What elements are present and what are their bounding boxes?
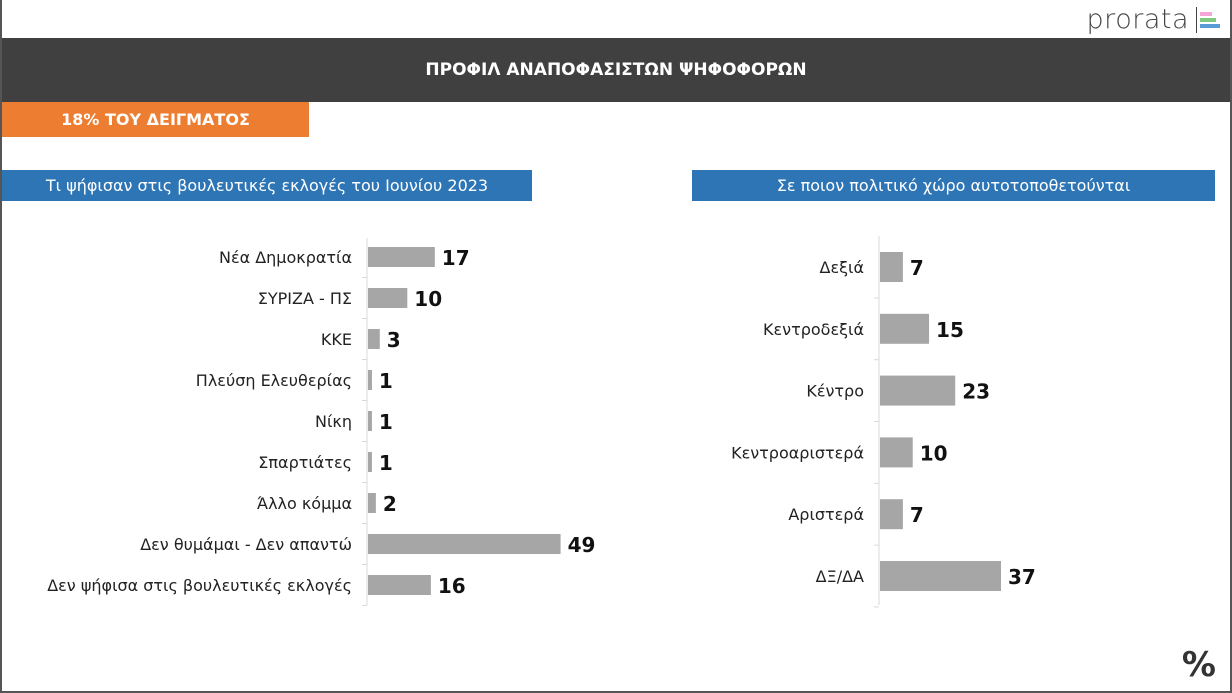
category-label: Νέα Δημοκρατία — [219, 248, 352, 267]
category-label: Δεν ψήφισα στις βουλευτικές εκλογές — [47, 576, 352, 595]
category-label: ΚΚΕ — [321, 330, 352, 349]
category-label: Κεντροδεξιά — [763, 320, 864, 339]
data-label: 3 — [387, 328, 401, 352]
category-label: ΣΥΡΙΖΑ - ΠΣ — [258, 289, 352, 308]
category-label: Πλεύση Ελευθερίας — [196, 371, 352, 390]
data-label: 10 — [414, 287, 442, 311]
data-label: 1 — [379, 451, 393, 475]
bar — [368, 534, 561, 554]
data-label: 23 — [962, 380, 990, 404]
bar — [368, 329, 380, 349]
category-label: Άλλο κόμμα — [257, 494, 352, 513]
category-label: Αριστερά — [788, 505, 864, 524]
bar — [880, 375, 956, 406]
bar — [368, 247, 435, 267]
data-label: 49 — [568, 533, 596, 557]
data-label: 7 — [910, 256, 924, 280]
bar — [880, 252, 903, 282]
category-label: ΔΞ/ΔΑ — [816, 567, 864, 586]
data-label: 17 — [442, 246, 470, 270]
bar — [880, 561, 1001, 591]
logo-bars-icon — [1196, 6, 1220, 33]
data-label: 1 — [379, 410, 393, 434]
page-title: ΠΡΟΦΙΛ ΑΝΑΠΟΦΑΣΙΣΤΩΝ ΨΗΦΟΦΟΡΩΝ — [2, 38, 1230, 102]
data-label: 16 — [438, 574, 466, 598]
data-label: 15 — [936, 318, 964, 342]
category-label: Δεξιά — [820, 258, 864, 277]
bar — [368, 575, 431, 595]
data-label: 37 — [1008, 565, 1036, 589]
bar — [368, 370, 372, 390]
bar — [368, 493, 376, 513]
bar — [368, 288, 408, 308]
bar — [880, 499, 903, 530]
category-label: Δεν θυμάμαι - Δεν απαντώ — [140, 535, 352, 554]
data-label: 10 — [920, 441, 948, 465]
category-label: Νίκη — [315, 412, 352, 431]
right-chart-title: Σε ποιον πολιτικό χώρο αυτοτοποθετούνται — [692, 170, 1215, 201]
logo-text: prorata — [1086, 4, 1189, 35]
bar — [880, 437, 913, 468]
category-label: Κέντρο — [806, 382, 864, 401]
sample-badge: 18% ΤΟΥ ΔΕΙΓΜΑΤΟΣ — [2, 102, 309, 137]
bar — [880, 313, 930, 344]
prorata-logo: prorata — [1087, 4, 1220, 35]
data-label: 1 — [379, 369, 393, 393]
bar — [368, 452, 372, 472]
category-label: Σπαρτιάτες — [258, 453, 352, 472]
data-label: 2 — [383, 492, 397, 516]
data-label: 7 — [910, 503, 924, 527]
percent-icon: % — [1181, 645, 1216, 685]
left-chart-title: Τι ψήφισαν στις βουλευτικές εκλογές του … — [2, 170, 532, 201]
category-label: Κεντροαριστερά — [731, 443, 864, 462]
bar — [368, 411, 372, 431]
